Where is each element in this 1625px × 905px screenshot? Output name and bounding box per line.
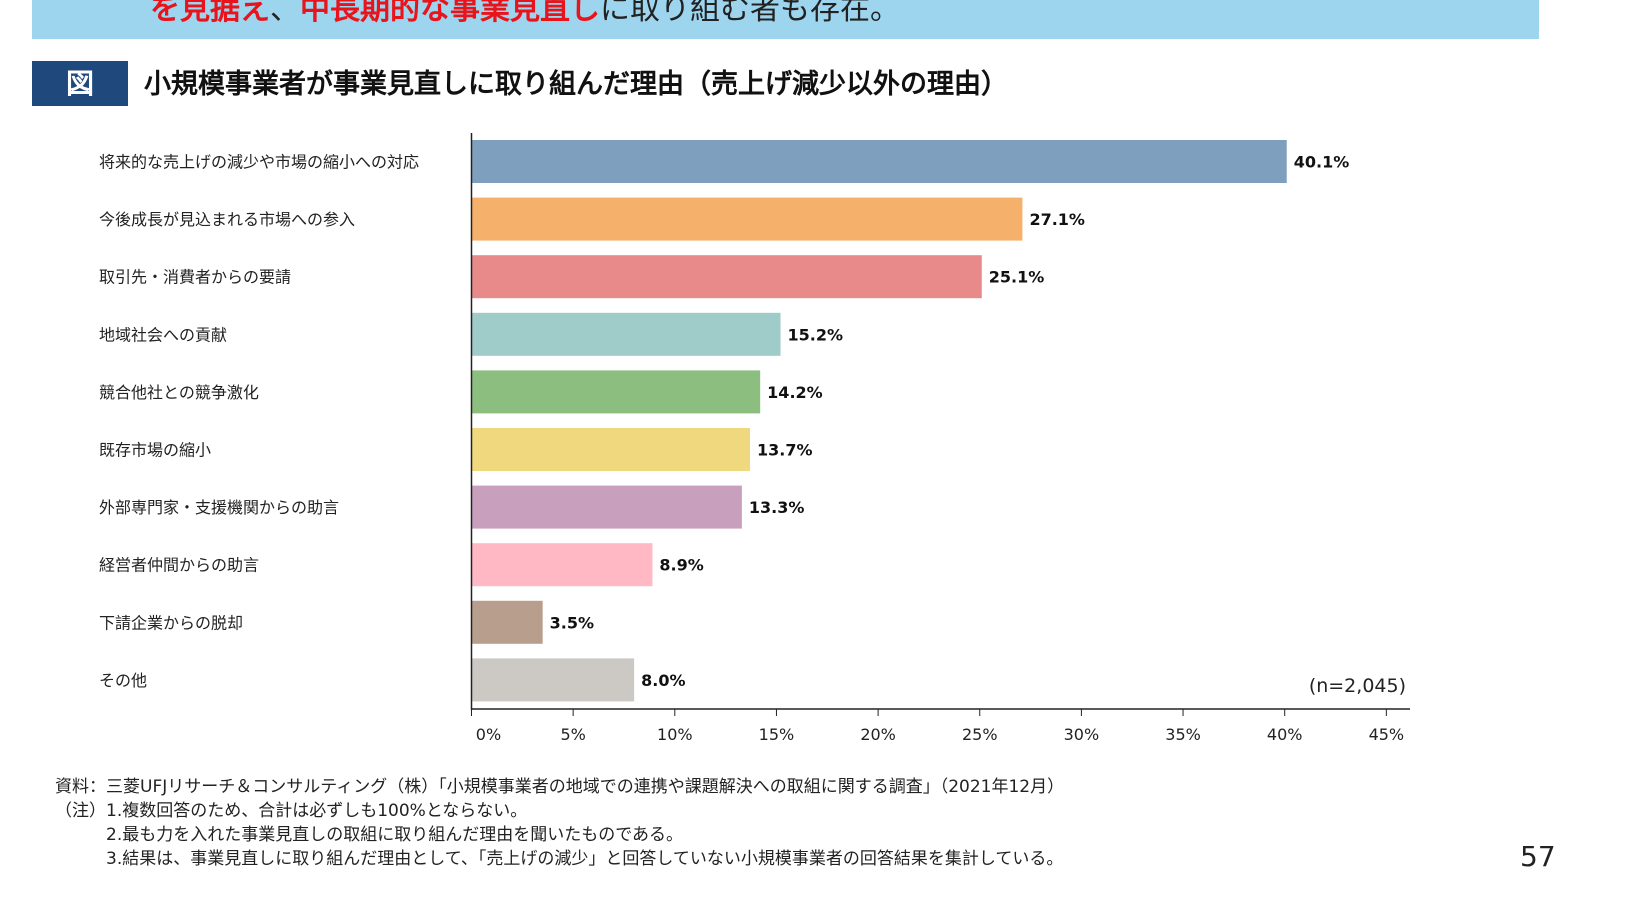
data-label: 8.9% bbox=[659, 556, 703, 575]
data-label: 8.0% bbox=[641, 671, 685, 690]
banner-red-1: を見据え bbox=[150, 0, 270, 27]
banner-mid: 、 bbox=[270, 0, 300, 27]
data-label: 25.1% bbox=[989, 268, 1045, 287]
page-number: 57 bbox=[1520, 840, 1556, 873]
bar bbox=[471, 600, 543, 644]
chart-title: 小規模事業者が事業見直しに取り組んだ理由（売上げ減少以外の理由） bbox=[144, 69, 1008, 100]
notes: 資料：三菱UFJリサーチ＆コンサルティング（株）「小規模事業者の地域での連携や課… bbox=[55, 775, 1064, 871]
figure-tag: 図 bbox=[32, 61, 128, 106]
data-label: 15.2% bbox=[788, 325, 844, 344]
bar bbox=[471, 370, 761, 414]
bar bbox=[471, 140, 1287, 183]
category-label: 既存市場の縮小 bbox=[99, 441, 211, 460]
bar bbox=[471, 197, 1023, 241]
data-label: 13.7% bbox=[757, 441, 813, 460]
x-tick-label: 15% bbox=[759, 725, 795, 744]
sample-size: (n=2,045) bbox=[1309, 675, 1406, 697]
category-label: 下請企業からの脱却 bbox=[99, 613, 243, 632]
category-label: 地域社会への貢献 bbox=[99, 325, 227, 344]
note-3: 3.結果は、事業見直しに取り組んだ理由として、「売上げの減少」と回答していない小… bbox=[55, 849, 1064, 869]
category-label: 今後成長が見込まれる市場への参入 bbox=[99, 210, 355, 229]
bar bbox=[471, 255, 982, 299]
x-tick-label: 0% bbox=[476, 725, 501, 744]
x-tick-label: 45% bbox=[1369, 725, 1405, 744]
x-tick-label: 35% bbox=[1165, 725, 1201, 744]
bar bbox=[471, 428, 751, 471]
x-tick-label: 25% bbox=[962, 725, 998, 744]
bar bbox=[471, 543, 653, 587]
data-label: 13.3% bbox=[749, 498, 805, 517]
category-label: 外部専門家・支援機関からの助言 bbox=[99, 498, 339, 517]
data-label: 40.1% bbox=[1294, 153, 1350, 172]
source-note: 資料：三菱UFJリサーチ＆コンサルティング（株）「小規模事業者の地域での連携や課… bbox=[55, 777, 1065, 797]
x-tick-label: 10% bbox=[657, 725, 693, 744]
category-label: 将来的な売上げの減少や市場の縮小への対応 bbox=[99, 153, 419, 172]
data-label: 14.2% bbox=[767, 383, 823, 402]
x-tick-label: 5% bbox=[560, 725, 585, 744]
data-label: 27.1% bbox=[1029, 210, 1085, 229]
banner-red-2: 中長期的な事業見直し bbox=[300, 0, 600, 27]
note-2: 2.最も力を入れた事業見直しの取組に取り組んだ理由を聞いたものである。 bbox=[55, 825, 684, 845]
category-label: 競合他社との競争激化 bbox=[99, 383, 259, 402]
bar bbox=[471, 312, 781, 356]
bar bbox=[471, 485, 742, 529]
category-label: 経営者仲間からの助言 bbox=[99, 556, 259, 575]
bar bbox=[471, 658, 635, 702]
summary-banner: を見据え、中長期的な事業見直しに取り組む者も存在。 bbox=[32, 0, 1539, 39]
x-tick-label: 30% bbox=[1064, 725, 1100, 744]
category-label: 取引先・消費者からの要請 bbox=[99, 268, 291, 287]
category-label: その他 bbox=[99, 671, 147, 690]
x-tick-label: 20% bbox=[860, 725, 896, 744]
banner-text: を見据え、中長期的な事業見直しに取り組む者も存在。 bbox=[150, 0, 900, 28]
note-1: （注）1.複数回答のため、合計は必ずしも100%とならない。 bbox=[55, 801, 528, 821]
data-label: 3.5% bbox=[550, 613, 594, 632]
banner-rest: に取り組む者も存在。 bbox=[600, 0, 900, 27]
x-tick-label: 40% bbox=[1267, 725, 1303, 744]
